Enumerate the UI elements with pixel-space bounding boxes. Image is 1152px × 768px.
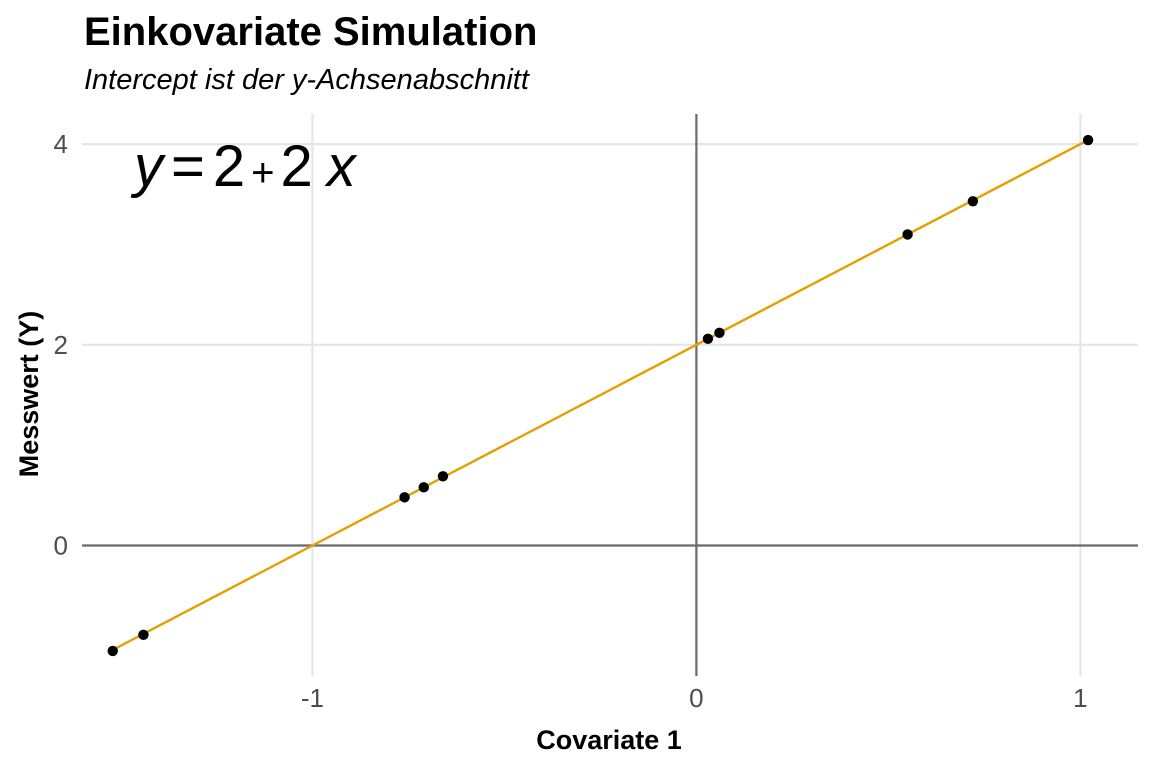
formula-plus: + bbox=[251, 151, 274, 195]
data-point bbox=[714, 327, 725, 338]
fit-line-layer bbox=[112, 139, 1089, 651]
y-tick-label: 0 bbox=[54, 531, 68, 561]
data-point bbox=[902, 229, 913, 240]
chart-title: Einkovariate Simulation bbox=[84, 10, 538, 54]
data-points bbox=[107, 134, 1094, 657]
x-tick-label: 0 bbox=[689, 683, 703, 713]
y-tick-label: 2 bbox=[54, 330, 68, 360]
formula-y: y bbox=[130, 134, 166, 199]
data-point bbox=[967, 196, 979, 207]
formula-slope: 2 bbox=[281, 134, 313, 199]
regression-formula: y = 2 +2 x bbox=[130, 134, 358, 199]
chart-subtitle: Intercept ist der y-Achsenabschnitt bbox=[84, 64, 529, 96]
data-point bbox=[107, 645, 118, 657]
data-point bbox=[418, 482, 429, 493]
formula-x: x bbox=[324, 134, 358, 199]
x-tick-label: -1 bbox=[301, 683, 324, 713]
x-tick-label: 1 bbox=[1073, 683, 1087, 713]
tick-labels: -1 0 1 0 2 4 bbox=[54, 129, 1088, 713]
y-axis-title: Messwert (Y) bbox=[14, 311, 44, 478]
data-point bbox=[437, 471, 449, 482]
y-tick-label: 4 bbox=[54, 129, 68, 159]
data-point bbox=[138, 629, 149, 641]
x-axis-title: Covariate 1 bbox=[536, 725, 682, 755]
formula-equals: = bbox=[171, 134, 205, 199]
data-point bbox=[1082, 134, 1094, 146]
regression-line bbox=[112, 139, 1089, 651]
data-point bbox=[399, 492, 410, 503]
data-point bbox=[702, 333, 714, 344]
formula-intercept: 2 bbox=[213, 134, 245, 199]
reference-lines bbox=[82, 114, 1138, 676]
